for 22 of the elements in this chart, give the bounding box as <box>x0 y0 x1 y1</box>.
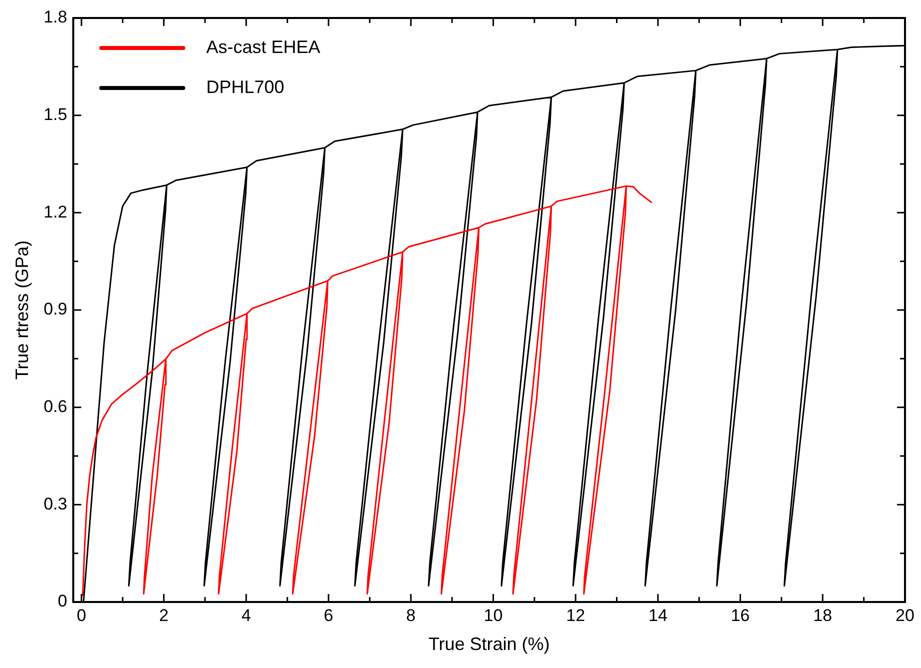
x-tick-label: 8 <box>406 606 416 625</box>
x-tick-label: 6 <box>324 606 334 625</box>
x-tick-label: 14 <box>648 606 668 625</box>
y-tick-label: 0 <box>58 592 68 611</box>
legend-label: DPHL700 <box>206 76 284 97</box>
y-tick-label: 1.5 <box>44 105 68 124</box>
x-tick-label: 12 <box>566 606 586 625</box>
y-tick-label: 0.9 <box>44 300 68 319</box>
x-tick-label: 20 <box>896 606 914 625</box>
x-tick-label: 10 <box>484 606 503 625</box>
y-tick-label: 1.2 <box>44 202 68 222</box>
y-axis-title: True rtress (GPa) <box>12 240 32 380</box>
x-tick-label: 16 <box>730 606 750 625</box>
y-tick-label: 1.8 <box>44 8 68 27</box>
x-axis-title: True Strain (%) <box>428 634 550 654</box>
x-tick-label: 18 <box>813 606 832 625</box>
legend-label: As-cast EHEA <box>206 36 320 57</box>
x-tick-label: 4 <box>241 606 251 625</box>
x-tick-label: 2 <box>159 606 169 625</box>
y-tick-label: 0.6 <box>44 397 68 416</box>
y-tick-label: 0.3 <box>44 494 68 514</box>
x-tick-label: 0 <box>76 606 86 625</box>
